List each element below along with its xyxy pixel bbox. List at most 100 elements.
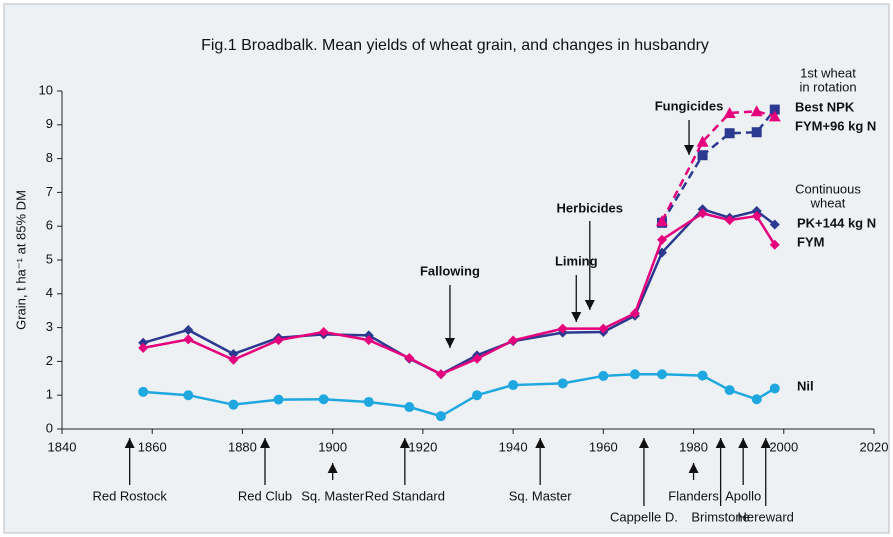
- x-tick-label: 1980: [679, 439, 708, 454]
- point: [508, 335, 519, 346]
- point: [629, 369, 640, 380]
- point: [655, 215, 668, 227]
- legend-label: PK+144 kg N: [797, 215, 876, 230]
- point: [363, 335, 374, 346]
- variety-label: Hereward: [738, 509, 794, 524]
- arrow-head: [260, 438, 270, 448]
- chart-title: Fig.1 Broadbalk. Mean yields of wheat gr…: [201, 37, 709, 54]
- point: [183, 390, 194, 401]
- legend-label: FYM: [797, 234, 824, 249]
- point: [435, 369, 446, 380]
- y-axis-label: Grain, t ha⁻¹ at 85% DM: [13, 190, 28, 330]
- point: [318, 394, 329, 405]
- arrow-head: [444, 338, 455, 348]
- point: [138, 342, 149, 353]
- point: [318, 326, 329, 337]
- point: [724, 385, 735, 396]
- point: [769, 104, 780, 115]
- point: [724, 128, 735, 139]
- point: [183, 334, 194, 345]
- point: [769, 219, 780, 230]
- legend-label: Best NPK: [795, 99, 855, 114]
- annotation-label: Fallowing: [420, 263, 480, 278]
- point: [768, 110, 781, 122]
- arrow-head: [399, 438, 410, 448]
- annotation-label: Herbicides: [557, 200, 623, 215]
- legend-label: Nil: [797, 378, 814, 393]
- y-tick-label: 2: [46, 353, 53, 368]
- series-line: [142, 212, 776, 376]
- arrow-head: [760, 438, 771, 448]
- variety-label: Red Rostock: [92, 488, 167, 503]
- point: [769, 383, 780, 394]
- variety-label: Red Standard: [365, 488, 445, 503]
- series-line: [660, 108, 776, 224]
- x-tick-label: 1880: [228, 439, 257, 454]
- y-tick-label: 3: [46, 319, 53, 334]
- variety-label: Red Club: [238, 488, 292, 503]
- variety-label: Flanders: [668, 488, 719, 503]
- point: [557, 323, 568, 334]
- y-tick-label: 5: [46, 251, 53, 266]
- point: [751, 205, 762, 216]
- point: [598, 370, 609, 381]
- arrow-head: [584, 300, 595, 310]
- point: [656, 369, 667, 380]
- variety-label: Cappelle D.: [610, 509, 678, 524]
- arrow-head: [535, 438, 546, 448]
- point: [724, 215, 735, 226]
- point: [751, 127, 762, 138]
- legend-group-label: 1st wheat: [800, 65, 856, 80]
- arrow-head: [124, 438, 135, 448]
- series-line: [660, 110, 776, 222]
- x-tick-label: 1840: [48, 439, 77, 454]
- point: [697, 150, 708, 161]
- x-tick-label: 1900: [318, 439, 347, 454]
- point: [696, 135, 709, 147]
- arrow-head: [571, 312, 582, 322]
- legend-group-label: Continuous: [795, 181, 861, 196]
- annotation-label: Liming: [555, 253, 598, 268]
- point: [508, 380, 519, 391]
- arrow-head: [715, 438, 726, 448]
- point: [138, 386, 149, 397]
- y-tick-label: 8: [46, 150, 53, 165]
- x-tick-label: 1960: [589, 439, 618, 454]
- y-tick-label: 9: [46, 116, 53, 131]
- arrow-head: [688, 463, 699, 473]
- point: [228, 354, 239, 365]
- point: [656, 234, 667, 245]
- y-tick-label: 0: [46, 420, 53, 435]
- point: [557, 378, 568, 389]
- variety-label: Apollo: [725, 488, 761, 503]
- point: [183, 324, 194, 335]
- y-tick-label: 4: [46, 285, 53, 300]
- point: [769, 239, 780, 250]
- y-tick-label: 6: [46, 218, 53, 233]
- point: [404, 353, 415, 364]
- y-tick-label: 7: [46, 184, 53, 199]
- point: [629, 308, 640, 319]
- x-tick-label: 2020: [860, 439, 889, 454]
- point: [723, 106, 736, 118]
- point: [697, 208, 708, 219]
- arrow-head: [327, 463, 338, 473]
- legend-label: FYM+96 kg N: [795, 118, 876, 133]
- point: [472, 353, 483, 364]
- point: [598, 323, 609, 334]
- arrow-head: [684, 145, 695, 155]
- x-tick-label: 1940: [499, 439, 528, 454]
- y-tick-label: 1: [46, 387, 53, 402]
- point: [138, 337, 149, 348]
- point: [697, 370, 708, 381]
- y-tick-label: 10: [39, 82, 53, 97]
- point: [273, 394, 284, 405]
- variety-label: Brimstone: [691, 509, 750, 524]
- x-tick-label: 1860: [138, 439, 167, 454]
- series-line: [143, 372, 776, 418]
- point: [228, 399, 239, 410]
- arrow-head: [738, 438, 749, 448]
- point: [404, 402, 415, 413]
- point: [472, 390, 483, 401]
